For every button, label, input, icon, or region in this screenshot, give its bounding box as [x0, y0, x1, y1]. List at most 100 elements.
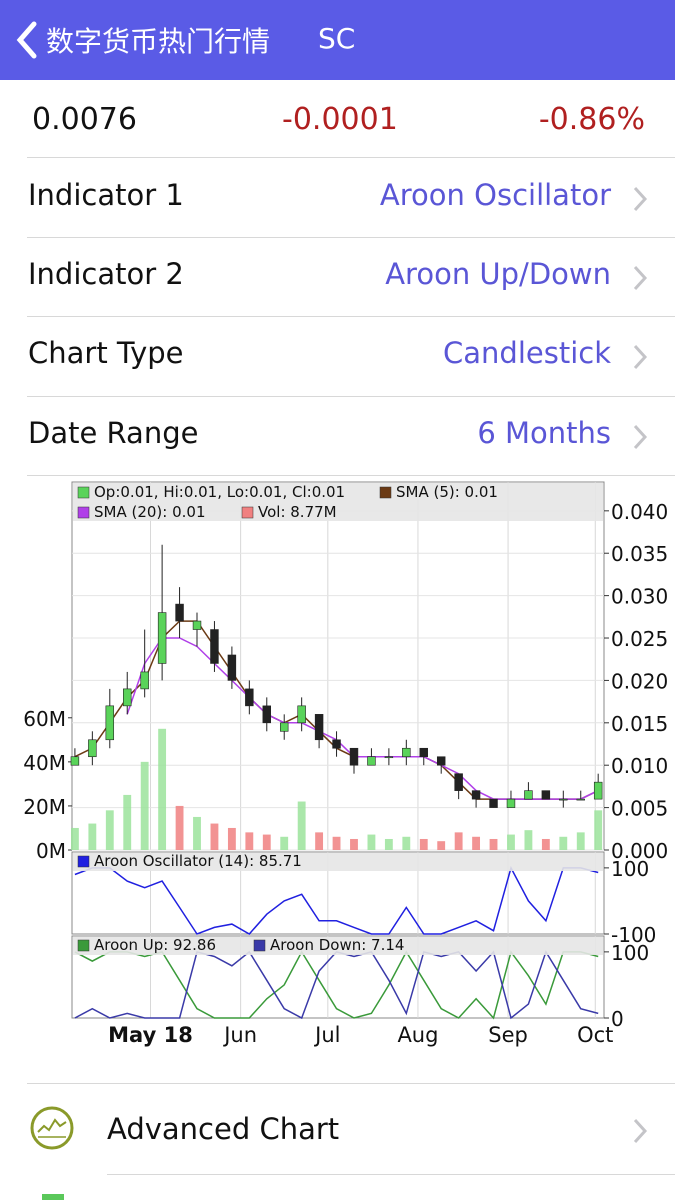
menu-row[interactable]: Advanced Chart [0, 1090, 675, 1169]
volume-bar [280, 836, 289, 850]
volume-bar [437, 841, 446, 850]
legend-label: Aroon Down: 7.14 [270, 936, 404, 954]
legend-label: SMA (20): 0.01 [94, 503, 206, 521]
y-tick-label: -100 [611, 923, 656, 947]
y2-tick-label: 40M [23, 751, 66, 775]
legend-label: Op:0.01, Hi:0.01, Lo:0.01, Cl:0.01 [94, 483, 345, 501]
volume-bar [472, 836, 481, 850]
separator [27, 316, 675, 317]
volume-bar [70, 827, 79, 850]
candle-body [419, 747, 428, 758]
candle-body [436, 756, 446, 766]
legend-swatch [77, 939, 90, 952]
candle-body [88, 739, 97, 758]
setting-value: Aroon Oscillator [379, 178, 611, 212]
candle-body [210, 629, 219, 664]
legend-label: Vol: 8.77M [258, 503, 337, 521]
legend-band [73, 937, 603, 955]
candle-body [297, 705, 306, 724]
candle-body [245, 688, 254, 707]
volume-bar [384, 838, 393, 850]
volume-bar [559, 836, 568, 850]
candle-body [454, 773, 463, 791]
legend-band [73, 853, 603, 871]
y-tick-label: 0.015 [611, 712, 668, 736]
legend-swatch [77, 486, 90, 499]
y-tick-label: 100 [611, 857, 649, 881]
legend-swatch [253, 939, 266, 952]
candle-body [559, 798, 568, 801]
volume-bar [402, 836, 411, 850]
candle-body [332, 739, 341, 749]
volume-bar [140, 761, 149, 850]
candle-body [262, 705, 272, 724]
chart-icon [30, 1106, 74, 1150]
candle-body [367, 756, 376, 766]
setting-value: 6 Months [477, 416, 611, 450]
x-tick-label: Aug [397, 1023, 438, 1047]
y2-tick-label: 60M [23, 707, 66, 731]
x-tick-label: Oct [577, 1023, 613, 1047]
volume-bar [350, 838, 358, 850]
price: 0.0076 [32, 102, 137, 137]
candle-body [402, 747, 411, 758]
volume-bar [193, 816, 201, 850]
candle-body [140, 671, 149, 690]
volume-bar [158, 728, 167, 850]
candle-body [70, 756, 80, 766]
volume-bar [332, 836, 341, 850]
volume-bar [419, 838, 428, 850]
volume-bar [524, 830, 533, 850]
legend-swatch [77, 855, 90, 868]
candle-body [349, 747, 359, 766]
candle-body [192, 620, 202, 630]
y-tick-label: 0.035 [611, 542, 668, 566]
candle-body [576, 798, 585, 801]
series-line [126, 637, 599, 800]
legend-label: Aroon Oscillator (14): 85.71 [94, 852, 302, 870]
setting-value: Candlestick [443, 336, 611, 370]
menu-icon [42, 1194, 64, 1200]
volume-bar [175, 805, 184, 850]
separator [27, 237, 675, 238]
volume-bar [227, 827, 236, 850]
chevron [633, 1118, 648, 1144]
volume-bar [367, 834, 376, 850]
back-button[interactable] [12, 20, 42, 60]
y-tick-label: 0.005 [611, 797, 668, 821]
x-tick-label: May 18 [108, 1023, 193, 1047]
candle-body [314, 714, 324, 741]
y-tick-label: 0.020 [611, 669, 668, 693]
change: -0.0001 [282, 102, 398, 137]
volume-bar [210, 823, 219, 850]
volume-bar [594, 810, 603, 850]
setting-row[interactable]: Chart Type Candlestick [0, 316, 675, 395]
setting-row[interactable]: Date Range 6 Months [0, 396, 675, 475]
y-tick-label: 0.010 [611, 754, 668, 778]
chevron [633, 265, 648, 291]
volume-bar [541, 838, 550, 850]
setting-label: Date Range [28, 416, 199, 450]
candle-body [105, 705, 115, 741]
y2-tick-label: 20M [23, 795, 66, 819]
candle-body [175, 603, 184, 622]
x-tick-label: Sep [488, 1023, 528, 1047]
nav-symbol: SC [318, 22, 356, 55]
change-pct: -0.86% [538, 102, 645, 137]
menu-label: Advanced Chart [107, 1112, 340, 1146]
legend-band [73, 483, 603, 521]
separator [27, 157, 675, 158]
candle-body [227, 654, 237, 681]
candle-body [489, 798, 498, 808]
candle-body [471, 790, 481, 800]
setting-row[interactable]: Indicator 1 Aroon Oscillator [0, 158, 675, 237]
legend-swatch [77, 506, 90, 519]
chart: 0.000 0.005 0.010 0.015 0.020 0.025 0.030 0.035… [23, 481, 668, 1047]
volume-bar [105, 810, 114, 850]
separator [27, 475, 675, 476]
setting-row[interactable]: Indicator 2 Aroon Up/Down [0, 237, 675, 316]
x-tick-label: Jun [222, 1023, 257, 1047]
candle-body [123, 688, 132, 707]
separator [107, 1174, 675, 1175]
